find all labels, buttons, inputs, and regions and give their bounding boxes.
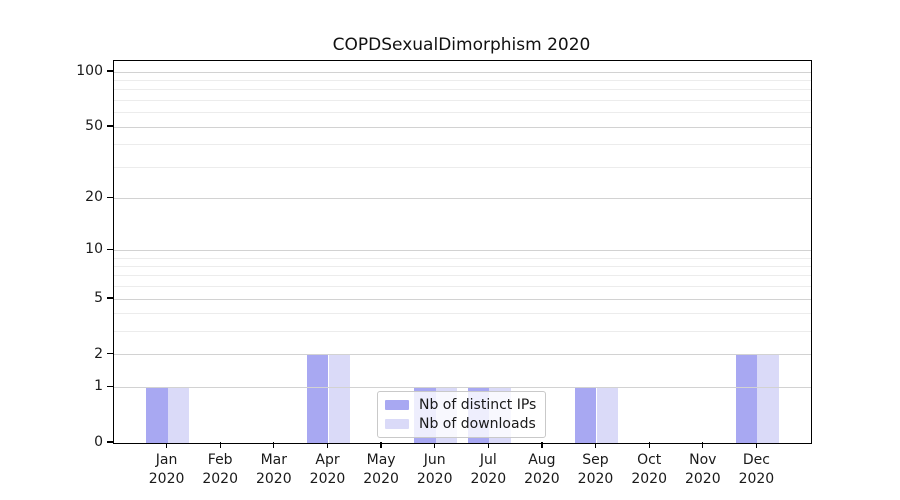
x-tick-label-dec: Dec 2020 <box>738 452 775 487</box>
bar-downloads-jan <box>167 387 189 443</box>
y-tick-label-50: 50 <box>85 118 103 134</box>
x-tick-mark <box>326 442 329 448</box>
bar-downloads-dec <box>757 354 779 443</box>
y-tick-label-1: 1 <box>94 378 103 395</box>
bar-distinct-ips-sep <box>575 387 597 443</box>
minor-gridline <box>114 331 811 333</box>
x-tick-label-oct: Oct 2020 <box>631 452 667 487</box>
x-tick-mark <box>434 442 436 448</box>
legend-swatch-distinct-ips-icon <box>385 399 409 410</box>
minor-gridline <box>114 275 811 277</box>
x-tick-label-apr: Apr 2020 <box>309 452 346 487</box>
bar-downloads-sep <box>596 387 618 443</box>
bar-downloads-apr <box>328 354 350 443</box>
x-tick-mark <box>487 442 489 448</box>
x-tick-label-mar: Mar 2020 <box>255 452 292 487</box>
legend-item-downloads: Nb of downloads <box>385 414 536 433</box>
chart-title: COPDSexualDimorphism 2020 <box>332 35 591 55</box>
x-tick-label-jan: Jan 2020 <box>148 452 185 487</box>
major-gridline <box>114 126 811 128</box>
legend-swatch-downloads-icon <box>385 418 409 429</box>
bar-distinct-ips-jan <box>146 387 168 443</box>
bar-distinct-ips-apr <box>307 354 329 443</box>
x-tick-mark <box>755 442 758 448</box>
major-gridline <box>114 249 811 251</box>
major-gridline <box>114 298 811 300</box>
major-gridline <box>114 71 811 73</box>
minor-gridline <box>114 89 811 91</box>
x-tick-label-jun: Jun 2020 <box>416 452 453 487</box>
major-gridline <box>114 386 811 388</box>
legend: Nb of distinct IPs Nb of downloads <box>377 391 547 438</box>
x-tick-mark <box>219 442 221 448</box>
x-tick-mark <box>594 442 597 448</box>
x-tick-label-jul: Jul 2020 <box>470 452 507 487</box>
minor-gridline <box>114 99 811 101</box>
y-tick-label-5: 5 <box>94 290 103 306</box>
y-tick-mark <box>107 353 113 355</box>
gridlines-layer <box>114 61 811 443</box>
major-gridline <box>114 197 811 199</box>
minor-gridline <box>114 80 811 81</box>
x-tick-label-feb: Feb 2020 <box>202 452 238 487</box>
minor-gridline <box>114 286 811 288</box>
minor-gridline <box>114 257 811 259</box>
x-tick-mark <box>273 442 275 448</box>
x-tick-label-nov: Nov 2020 <box>684 452 721 487</box>
minor-gridline <box>114 144 811 146</box>
y-tick-mark <box>107 385 113 387</box>
major-gridline <box>114 354 811 356</box>
y-tick-mark <box>107 196 113 198</box>
x-tick-mark <box>165 442 168 448</box>
y-tick-label-2: 2 <box>94 345 103 362</box>
x-tick-mark <box>380 442 382 448</box>
x-tick-label-sep: Sep 2020 <box>577 452 614 487</box>
legend-item-distinct-ips: Nb of distinct IPs <box>385 395 536 414</box>
legend-label-distinct-ips: Nb of distinct IPs <box>419 396 537 413</box>
minor-gridline <box>114 313 811 315</box>
minor-gridline <box>114 112 811 114</box>
y-tick-mark <box>107 441 113 443</box>
y-tick-mark <box>107 297 113 299</box>
legend-label-downloads: Nb of downloads <box>419 415 536 432</box>
y-tick-label-20: 20 <box>85 189 103 206</box>
plot-area <box>113 60 812 444</box>
minor-gridline <box>114 166 811 168</box>
x-tick-mark <box>541 442 543 448</box>
x-tick-label-may: May 2020 <box>363 452 399 487</box>
y-tick-mark <box>107 248 113 250</box>
x-tick-mark <box>702 442 704 448</box>
y-tick-label-100: 100 <box>76 63 103 80</box>
y-tick-label-0: 0 <box>94 434 103 450</box>
minor-gridline <box>114 265 811 267</box>
y-tick-mark <box>107 70 113 72</box>
x-tick-mark <box>648 442 650 448</box>
x-tick-label-aug: Aug 2020 <box>524 452 560 487</box>
bar-distinct-ips-dec <box>735 354 758 443</box>
y-tick-label-10: 10 <box>85 241 103 258</box>
y-tick-mark <box>107 125 113 127</box>
